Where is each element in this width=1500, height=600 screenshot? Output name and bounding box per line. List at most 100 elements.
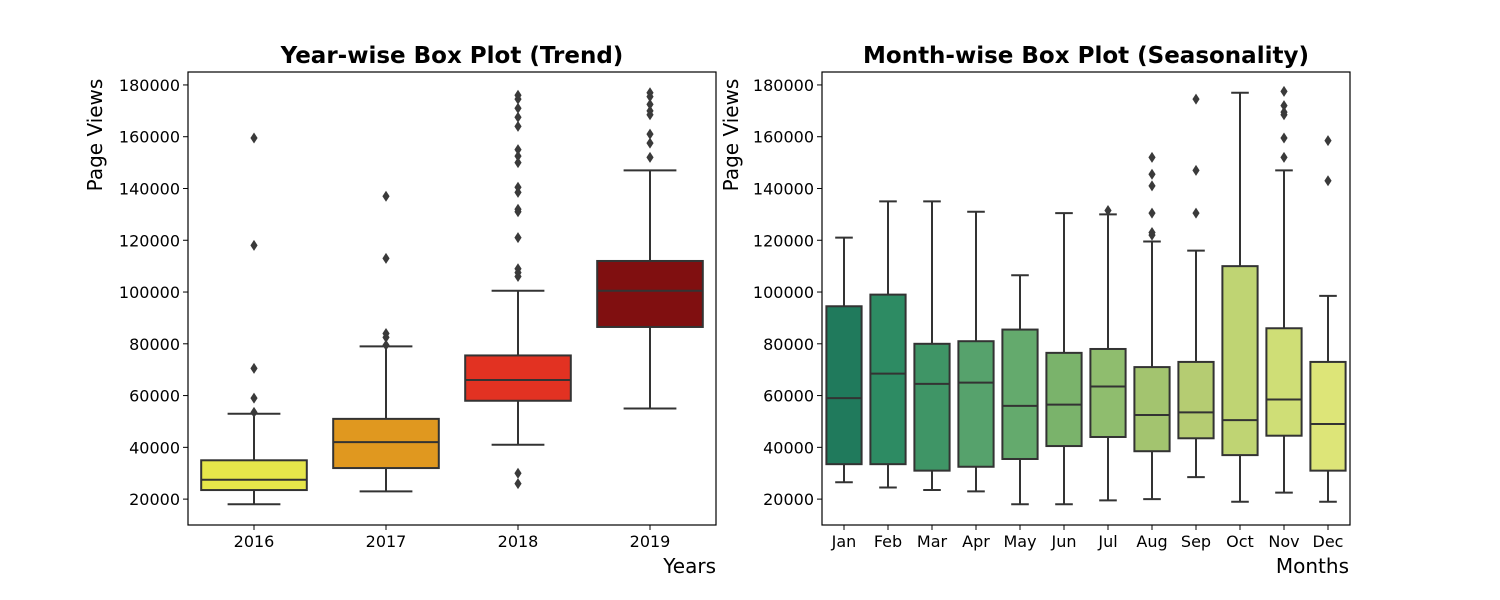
outlier-point [514, 157, 522, 169]
plot-frame [821, 71, 1351, 526]
outlier-point [1148, 180, 1156, 192]
outlier-point [646, 105, 654, 117]
outlier-point [514, 102, 522, 114]
outlier-point [1280, 85, 1288, 97]
x-tick-label: Apr [962, 532, 990, 551]
outlier-point [646, 87, 654, 99]
outlier-point [514, 232, 522, 244]
box-Jun [1045, 212, 1083, 506]
box-Dec [1309, 135, 1347, 503]
box-Aug [1133, 151, 1171, 501]
x-tick-label: Oct [1226, 532, 1254, 551]
chart-month-wise: Month-wise Box Plot (Seasonality) Page V… [719, 43, 1351, 578]
y-tick-label: 140000 [119, 179, 180, 198]
iqr-box [869, 293, 907, 466]
iqr-box [825, 305, 863, 466]
iqr-box [1133, 366, 1171, 453]
plot-area: 20000 40000 60000 80000 100000 120000 140000 16… [119, 71, 717, 551]
box-2017 [332, 190, 440, 493]
iqr-box [1221, 265, 1259, 457]
x-tick-label: Aug [1136, 532, 1167, 551]
y-tick-label: 40000 [129, 438, 180, 457]
x-tick-label: Sep [1181, 532, 1211, 551]
iqr-box [1177, 360, 1215, 440]
outlier-point [250, 362, 258, 374]
y-tick-label: 20000 [763, 490, 814, 509]
box-Sep [1177, 93, 1215, 479]
outlier-point [382, 190, 390, 202]
outlier-point [514, 181, 522, 193]
outlier-point [514, 478, 522, 490]
outlier-point [514, 150, 522, 162]
y-axis-label: Page Views [83, 79, 107, 192]
box-Jan [825, 236, 863, 484]
outlier-point [1148, 168, 1156, 180]
box-2018 [464, 89, 572, 490]
outlier-point [1280, 132, 1288, 144]
y-tick-label: 120000 [119, 231, 180, 250]
box-2016 [200, 132, 308, 506]
iqr-box [464, 354, 572, 402]
plot-frame [187, 71, 717, 526]
box-2019 [596, 87, 704, 410]
x-tick-label: 2016 [234, 532, 275, 551]
x-tick-label: Mar [917, 532, 948, 551]
x-tick-label: Feb [874, 532, 902, 551]
y-tick-label: 80000 [129, 335, 180, 354]
outlier-point [514, 467, 522, 479]
y-tick-label: 60000 [763, 387, 814, 406]
x-tick-label: 2018 [498, 532, 539, 551]
iqr-box [332, 417, 440, 470]
outlier-point [250, 392, 258, 404]
iqr-box [596, 259, 704, 328]
iqr-box [1265, 327, 1303, 437]
y-tick-label: 160000 [753, 128, 814, 147]
outlier-point [382, 327, 390, 339]
outlier-point [250, 406, 258, 418]
box-Nov [1265, 85, 1303, 494]
x-axis-label: Years [662, 554, 716, 578]
outlier-point [382, 252, 390, 264]
y-tick-label: 100000 [753, 283, 814, 302]
outlier-point [646, 151, 654, 163]
outlier-point [1148, 151, 1156, 163]
outlier-point [514, 111, 522, 123]
outlier-point [1280, 106, 1288, 118]
outlier-point [1280, 100, 1288, 112]
outlier-point [250, 132, 258, 144]
chart-year-wise: Year-wise Box Plot (Trend) Page Views Ye… [83, 43, 717, 578]
box-Mar [913, 200, 951, 492]
iqr-box [913, 342, 951, 472]
iqr-box [1089, 347, 1127, 438]
iqr-box [1045, 351, 1083, 448]
box-Jul [1089, 204, 1127, 502]
y-tick-label: 40000 [763, 438, 814, 457]
outlier-point [514, 144, 522, 156]
outlier-point [646, 128, 654, 140]
outlier-point [1148, 207, 1156, 219]
y-tick-label: 20000 [129, 490, 180, 509]
outlier-point [382, 339, 390, 351]
y-tick-label: 180000 [119, 76, 180, 95]
x-tick-label: Jul [1097, 532, 1117, 551]
outlier-point [1280, 151, 1288, 163]
x-axis-label: Months [1276, 554, 1349, 578]
y-axis-label: Page Views [719, 79, 743, 192]
x-tick-label: Nov [1268, 532, 1299, 551]
chart-title: Year-wise Box Plot (Trend) [280, 43, 624, 69]
outlier-point [646, 137, 654, 149]
x-tick-label: 2017 [366, 532, 407, 551]
y-tick-label: 160000 [119, 128, 180, 147]
outlier-point [1192, 93, 1200, 105]
outlier-point [514, 89, 522, 101]
iqr-box [957, 340, 995, 468]
x-tick-label: Dec [1313, 532, 1344, 551]
y-tick-label: 100000 [119, 283, 180, 302]
y-tick-label: 120000 [753, 231, 814, 250]
iqr-box [1309, 360, 1347, 472]
outlier-point [1192, 207, 1200, 219]
x-tick-label: 2019 [630, 532, 671, 551]
box-May [1001, 274, 1039, 506]
iqr-box [200, 459, 308, 492]
